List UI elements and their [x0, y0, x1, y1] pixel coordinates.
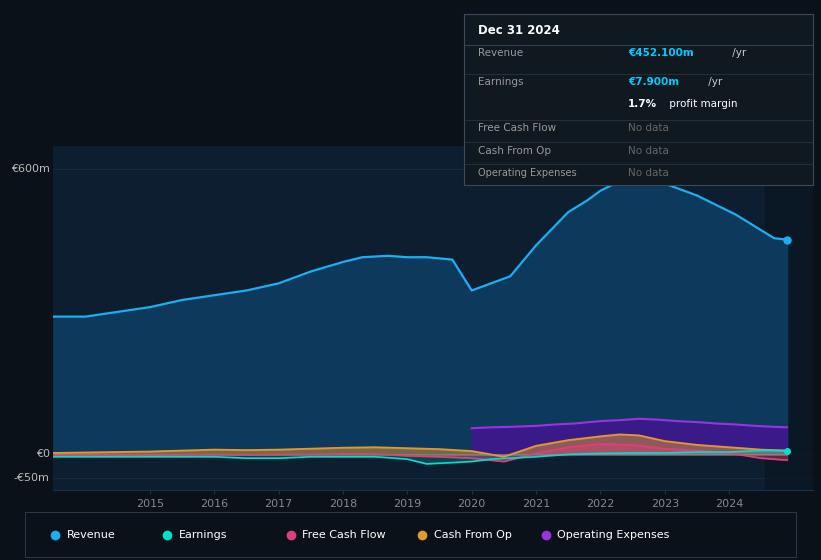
Text: Earnings: Earnings: [179, 530, 227, 540]
Text: 1.7%: 1.7%: [628, 100, 657, 109]
Text: €600m: €600m: [11, 164, 49, 174]
Text: Operating Expenses: Operating Expenses: [557, 530, 669, 540]
Text: €0: €0: [35, 449, 49, 459]
Text: Cash From Op: Cash From Op: [433, 530, 511, 540]
Text: /yr: /yr: [729, 48, 746, 58]
Text: -€50m: -€50m: [14, 473, 49, 483]
Text: profit margin: profit margin: [667, 100, 738, 109]
Text: €452.100m: €452.100m: [628, 48, 694, 58]
Text: No data: No data: [628, 168, 669, 178]
Text: Free Cash Flow: Free Cash Flow: [302, 530, 386, 540]
Text: Revenue: Revenue: [67, 530, 116, 540]
Text: No data: No data: [628, 146, 669, 156]
Text: No data: No data: [628, 123, 669, 133]
Text: Operating Expenses: Operating Expenses: [478, 168, 576, 178]
Text: Earnings: Earnings: [478, 77, 523, 87]
Text: €7.900m: €7.900m: [628, 77, 679, 87]
Text: Free Cash Flow: Free Cash Flow: [478, 123, 556, 133]
Text: /yr: /yr: [704, 77, 722, 87]
Text: Cash From Op: Cash From Op: [478, 146, 551, 156]
Text: Dec 31 2024: Dec 31 2024: [478, 24, 560, 38]
Bar: [764, 146, 813, 490]
Text: Revenue: Revenue: [478, 48, 523, 58]
